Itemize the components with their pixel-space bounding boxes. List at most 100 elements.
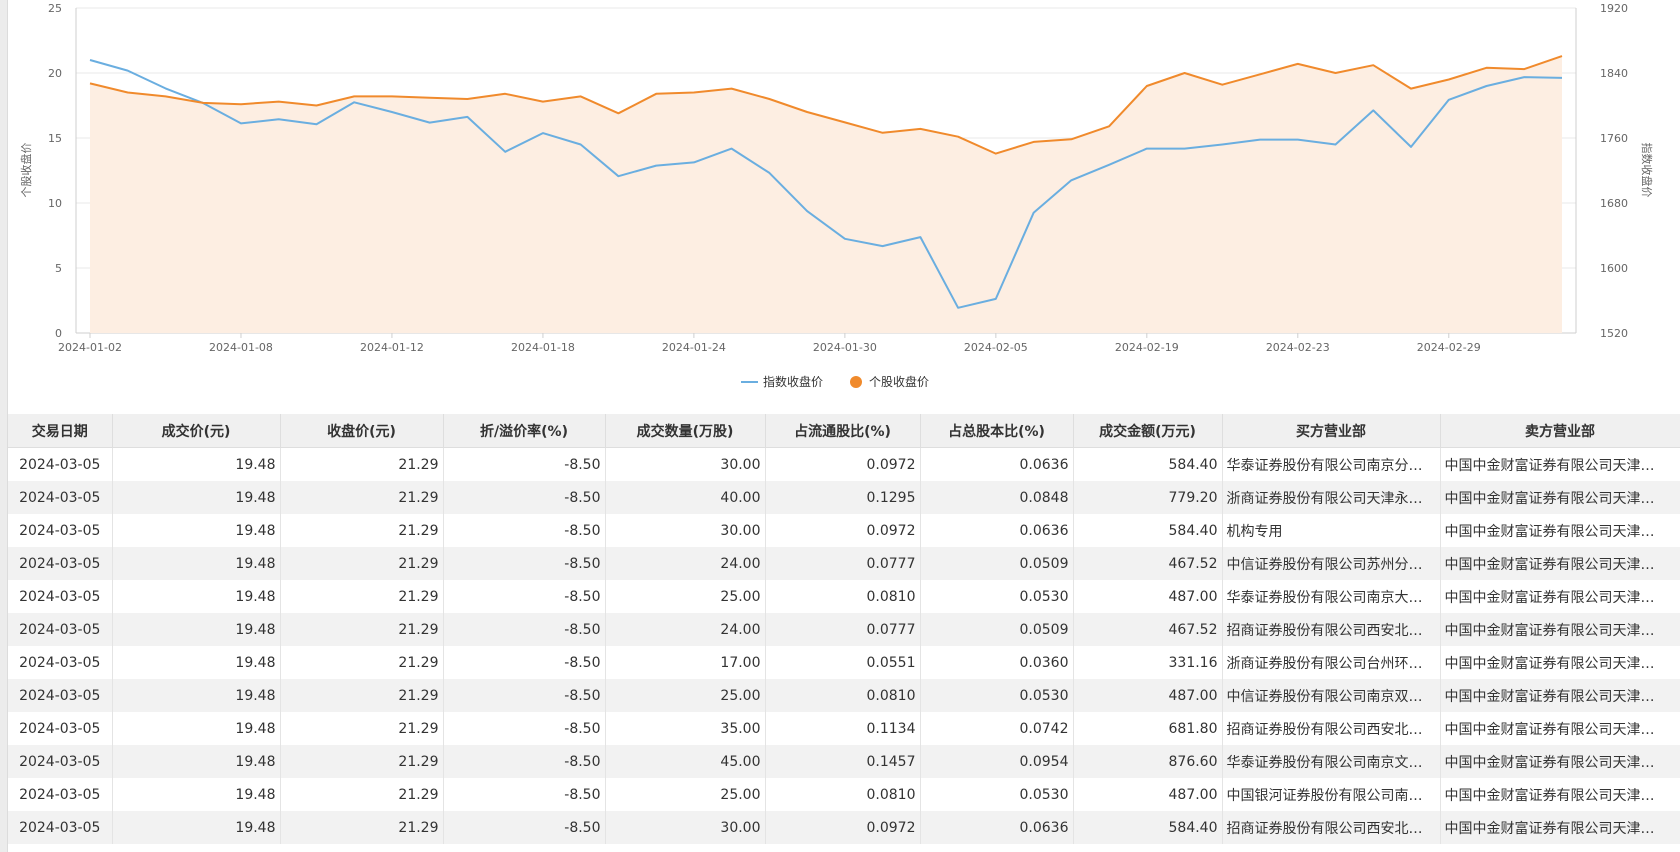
- table-row[interactable]: 2024-03-05 19.48 21.29 -8.50 30.00 0.0972 0.06…: [8, 514, 1680, 547]
- cell-close-price: 21.29: [280, 447, 444, 481]
- table-row[interactable]: 2024-03-05 19.48 21.29 -8.50 30.00 0.0972 0.06…: [8, 811, 1680, 844]
- cell-buyer-dept: 招商证券股份有限公司西安北…: [1222, 712, 1441, 745]
- table-row[interactable]: 2024-03-05 19.48 21.29 -8.50 25.00 0.0810 0.05…: [8, 679, 1680, 712]
- cell-premium-rate: -8.50: [443, 613, 606, 646]
- stock-price-line[interactable]: [89, 55, 1563, 155]
- table-row[interactable]: 2024-03-05 19.48 21.29 -8.50 25.00 0.0810 0.05…: [8, 580, 1680, 613]
- legend-stock-dot-icon: [850, 376, 862, 388]
- cell-deal-amount: 487.00: [1073, 580, 1223, 613]
- table-row[interactable]: 2024-03-05 19.48 21.29 -8.50 35.00 0.1134 0.07…: [8, 712, 1680, 745]
- cell-deal-price: 19.48: [112, 481, 281, 514]
- table-row[interactable]: 2024-03-05 19.48 21.29 -8.50 24.00 0.0777 0.05…: [8, 547, 1680, 580]
- cell-trade-date: 2024-03-05: [8, 778, 113, 811]
- cell-close-price: 21.29: [280, 778, 444, 811]
- chart-lines-layer: [89, 55, 1563, 309]
- cell-deal-price: 19.48: [112, 613, 281, 646]
- cell-deal-amount: 876.60: [1073, 745, 1223, 778]
- cell-deal-price: 19.48: [112, 514, 281, 547]
- cell-float-ratio: 0.0810: [765, 580, 921, 613]
- cell-seller-dept: 中国中金财富证券有限公司天津…: [1440, 811, 1680, 844]
- table-row[interactable]: 2024-03-05 19.48 21.29 -8.50 30.00 0.0972 0.06…: [8, 447, 1680, 481]
- table-row[interactable]: 2024-03-05 19.48 21.29 -8.50 45.00 0.1457 0.09…: [8, 745, 1680, 778]
- cell-trade-date: 2024-03-05: [8, 745, 113, 778]
- cell-float-ratio: 0.0810: [765, 778, 921, 811]
- cell-seller-dept: 中国中金财富证券有限公司天津…: [1440, 613, 1680, 646]
- cell-deal-volume: 24.00: [605, 547, 766, 580]
- header-seller-dept[interactable]: 卖方营业部: [1440, 414, 1680, 448]
- chart-legend: 指数收盘价 个股收盘价: [741, 374, 929, 389]
- cell-buyer-dept: 浙商证券股份有限公司台州环…: [1222, 646, 1441, 679]
- block-trade-table-container[interactable]: 交易日期 成交价(元) 收盘价(元) 折/溢价率(%) 成交数量(万股) 占流通…: [8, 414, 1680, 852]
- right-tick-label: 1920: [1600, 2, 1628, 15]
- header-float-ratio[interactable]: 占流通股比(%): [765, 414, 921, 448]
- cell-deal-price: 19.48: [112, 778, 281, 811]
- legend-item-stock[interactable]: 个股收盘价: [850, 374, 929, 389]
- x-tick-label: 2024-01-12: [360, 341, 424, 354]
- cell-float-ratio: 0.0551: [765, 646, 921, 679]
- cell-float-ratio: 0.0777: [765, 547, 921, 580]
- cell-deal-amount: 584.40: [1073, 514, 1223, 547]
- header-premium-rate[interactable]: 折/溢价率(%): [443, 414, 606, 448]
- right-tick-label: 1600: [1600, 262, 1628, 275]
- cell-seller-dept: 中国中金财富证券有限公司天津…: [1440, 481, 1680, 514]
- cell-trade-date: 2024-03-05: [8, 811, 113, 844]
- cell-seller-dept: 中国中金财富证券有限公司天津…: [1440, 514, 1680, 547]
- cell-trade-date: 2024-03-05: [8, 447, 113, 481]
- cell-total-ratio: 0.0636: [920, 447, 1074, 481]
- chart-area-layer: [90, 56, 1562, 333]
- legend-stock-label: 个股收盘价: [869, 374, 929, 389]
- cell-buyer-dept: 中信证券股份有限公司南京双…: [1222, 679, 1441, 712]
- header-total-ratio[interactable]: 占总股本比(%): [920, 414, 1074, 448]
- cell-close-price: 21.29: [280, 613, 444, 646]
- cell-float-ratio: 0.0777: [765, 613, 921, 646]
- cell-premium-rate: -8.50: [443, 547, 606, 580]
- x-tick-label: 2024-02-19: [1115, 341, 1179, 354]
- table-row[interactable]: 2024-03-05 19.48 21.29 -8.50 24.00 0.0777 0.05…: [8, 613, 1680, 646]
- x-tick-label: 2024-01-30: [813, 341, 877, 354]
- right-tick-label: 1520: [1600, 327, 1628, 340]
- cell-deal-price: 19.48: [112, 547, 281, 580]
- cell-total-ratio: 0.0530: [920, 580, 1074, 613]
- cell-close-price: 21.29: [280, 811, 444, 844]
- stock-area-fill: [90, 56, 1562, 333]
- cell-deal-volume: 17.00: [605, 646, 766, 679]
- header-deal-volume[interactable]: 成交数量(万股): [605, 414, 766, 448]
- header-deal-amount[interactable]: 成交金额(万元): [1073, 414, 1223, 448]
- cell-deal-volume: 24.00: [605, 613, 766, 646]
- header-buyer-dept[interactable]: 买方营业部: [1222, 414, 1441, 448]
- cell-premium-rate: -8.50: [443, 580, 606, 613]
- left-tick-label: 25: [48, 2, 62, 15]
- x-tick-label: 2024-01-24: [662, 341, 726, 354]
- cell-premium-rate: -8.50: [443, 679, 606, 712]
- right-tick-label: 1840: [1600, 67, 1628, 80]
- header-deal-price[interactable]: 成交价(元): [112, 414, 281, 448]
- table-row[interactable]: 2024-03-05 19.48 21.29 -8.50 40.00 0.1295 0.08…: [8, 481, 1680, 514]
- cell-close-price: 21.29: [280, 580, 444, 613]
- cell-deal-volume: 30.00: [605, 811, 766, 844]
- cell-premium-rate: -8.50: [443, 481, 606, 514]
- cell-trade-date: 2024-03-05: [8, 481, 113, 514]
- cell-trade-date: 2024-03-05: [8, 514, 113, 547]
- cell-deal-amount: 467.52: [1073, 613, 1223, 646]
- cell-float-ratio: 0.1134: [765, 712, 921, 745]
- cell-buyer-dept: 浙商证券股份有限公司天津永…: [1222, 481, 1441, 514]
- price-chart: 05101520251520160016801760184019202024-0…: [19, 2, 1654, 389]
- left-panel-border: [0, 0, 8, 852]
- cell-close-price: 21.29: [280, 679, 444, 712]
- table-row[interactable]: 2024-03-05 19.48 21.29 -8.50 17.00 0.0551 0.03…: [8, 646, 1680, 679]
- cell-total-ratio: 0.0360: [920, 646, 1074, 679]
- cell-deal-price: 19.48: [112, 580, 281, 613]
- cell-deal-volume: 25.00: [605, 778, 766, 811]
- left-tick-label: 5: [55, 262, 62, 275]
- right-tick-label: 1680: [1600, 197, 1628, 210]
- index-price-line[interactable]: [89, 59, 1563, 309]
- cell-buyer-dept: 华泰证券股份有限公司南京分…: [1222, 447, 1441, 481]
- cell-buyer-dept: 机构专用: [1222, 514, 1441, 547]
- table-row[interactable]: 2024-03-05 19.48 21.29 -8.50 25.00 0.0810 0.05…: [8, 778, 1680, 811]
- cell-deal-amount: 487.00: [1073, 679, 1223, 712]
- header-close-price[interactable]: 收盘价(元): [280, 414, 444, 448]
- header-trade-date[interactable]: 交易日期: [8, 414, 113, 448]
- legend-item-index[interactable]: 指数收盘价: [741, 374, 823, 389]
- cell-trade-date: 2024-03-05: [8, 547, 113, 580]
- table-header-row: 交易日期 成交价(元) 收盘价(元) 折/溢价率(%) 成交数量(万股) 占流通…: [8, 414, 1680, 448]
